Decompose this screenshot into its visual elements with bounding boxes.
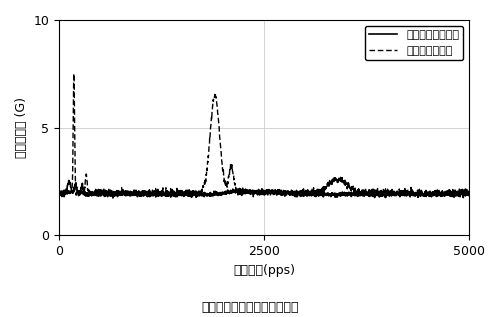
- 新方式定子齿结构: [66, 178, 72, 182]
- Line: 传统定子齿结构: 传统定子齿结构: [59, 74, 469, 197]
- X-axis label: 驱动频率(pps): 驱动频率(pps): [233, 264, 295, 277]
- 传统定子齿结构: [466, 190, 472, 194]
- 新方式定子齿结构: [256, 191, 262, 195]
- 传统定子齿结构: [78, 192, 84, 196]
- 传统定子齿结构: [56, 191, 62, 195]
- 新方式定子齿结构: [454, 193, 460, 197]
- 传统定子齿结构: [245, 189, 251, 193]
- 传统定子齿结构: [454, 191, 460, 195]
- 新方式定子齿结构: [245, 191, 251, 195]
- 新方式定子齿结构: [466, 193, 472, 197]
- 传统定子齿结构: [71, 72, 77, 76]
- Text: 振动特性比较（细分驱动时）: 振动特性比较（细分驱动时）: [201, 301, 299, 314]
- Legend: 新方式定子齿结构, 传统定子齿结构: 新方式定子齿结构, 传统定子齿结构: [365, 26, 464, 60]
- 新方式定子齿结构: [56, 192, 62, 196]
- 新方式定子齿结构: [454, 192, 460, 196]
- 新方式定子齿结构: [78, 191, 84, 195]
- 传统定子齿结构: [256, 189, 262, 193]
- Y-axis label: 振动加速度 (G): 振动加速度 (G): [15, 97, 28, 158]
- 传统定子齿结构: [454, 194, 460, 198]
- 传统定子齿结构: [380, 192, 386, 196]
- 新方式定子齿结构: [380, 194, 386, 198]
- 传统定子齿结构: [61, 195, 67, 199]
- 新方式定子齿结构: [110, 196, 116, 200]
- Line: 新方式定子齿结构: 新方式定子齿结构: [59, 180, 469, 198]
